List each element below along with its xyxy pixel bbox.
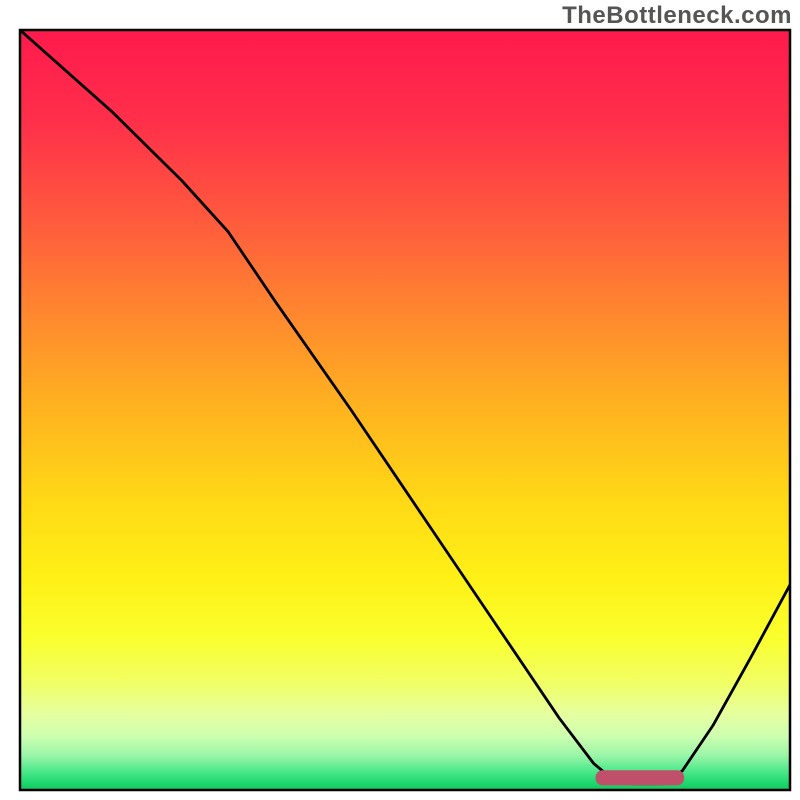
gradient-plot [0, 0, 800, 800]
watermark-text: TheBottleneck.com [562, 2, 792, 30]
plot-background [20, 30, 790, 790]
target-marker [596, 770, 685, 785]
chart-canvas: TheBottleneck.com [0, 0, 800, 800]
